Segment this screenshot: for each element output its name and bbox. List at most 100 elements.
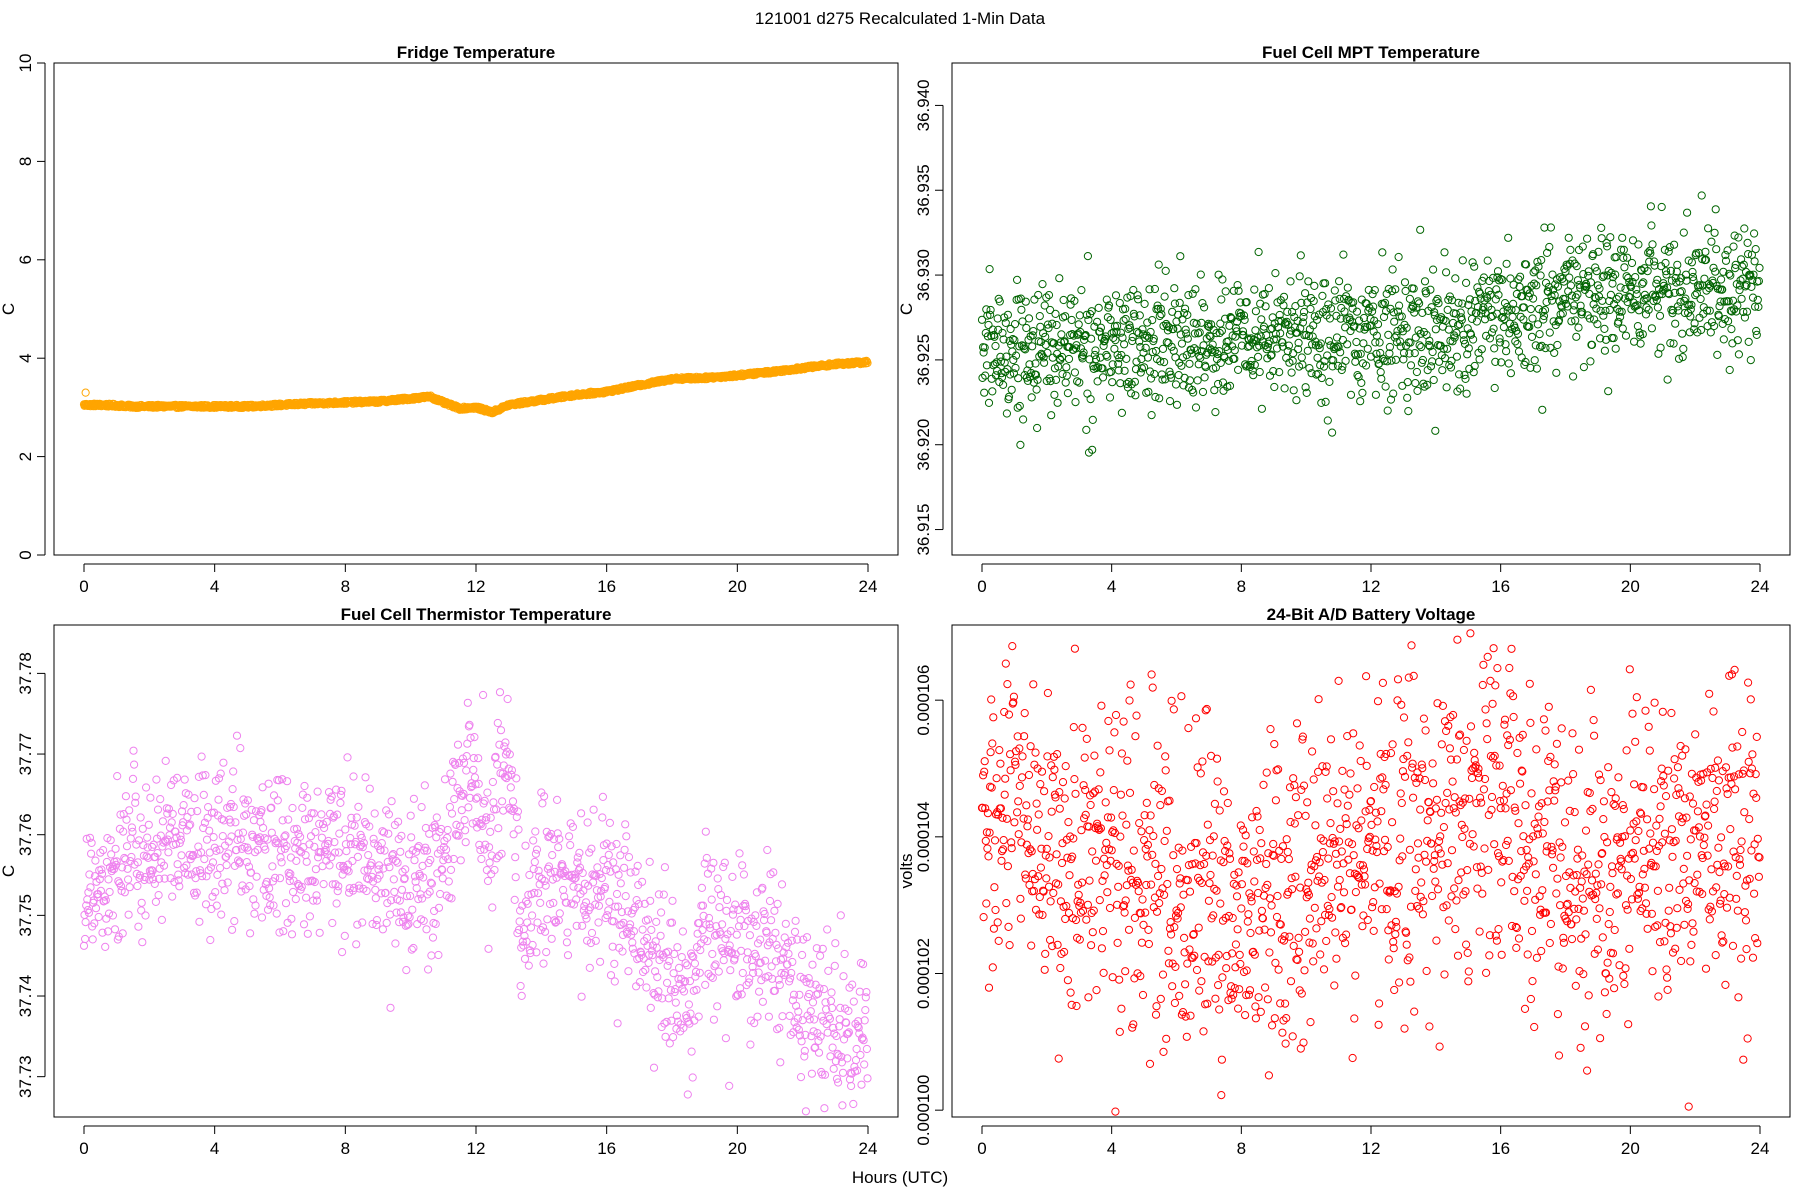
data-point (709, 1015, 719, 1024)
data-point (1331, 296, 1340, 305)
data-point (440, 775, 450, 784)
data-point (286, 853, 295, 862)
panel-title: 24-Bit A/D Battery Voltage (1267, 605, 1476, 624)
data-point (1190, 344, 1199, 353)
data-point (1029, 327, 1038, 336)
data-point (644, 958, 653, 968)
plot-frame (951, 62, 1791, 556)
data-point (1429, 265, 1438, 274)
x-tick-label: 4 (210, 1139, 219, 1158)
data-point (195, 917, 204, 926)
data-point (1195, 986, 1204, 995)
data-point (1251, 1014, 1261, 1023)
data-point (1097, 944, 1107, 953)
y-tick-label: 37.75 (16, 894, 35, 937)
data-point (1002, 814, 1012, 823)
data-point (983, 844, 992, 853)
data-point (1205, 331, 1214, 340)
data-point (1049, 888, 1058, 898)
data-point (538, 799, 547, 808)
data-point (1017, 305, 1026, 314)
data-point (678, 927, 688, 936)
data-point (824, 966, 833, 976)
data-point (1516, 272, 1525, 281)
data-point (708, 949, 717, 959)
data-point (1067, 315, 1076, 325)
data-point (1255, 367, 1264, 377)
data-point (1704, 224, 1713, 233)
data-point (1597, 223, 1606, 232)
data-point (1157, 864, 1166, 874)
data-point (1673, 260, 1682, 269)
data-point (1149, 831, 1158, 841)
data-point (344, 867, 353, 876)
data-point (1161, 766, 1170, 775)
data-point (1005, 941, 1014, 950)
x-tick-label: 16 (1491, 1139, 1510, 1158)
data-point (328, 918, 337, 928)
data-point (583, 818, 592, 827)
data-point (1546, 343, 1555, 352)
data-point (1182, 1032, 1191, 1041)
data-point (1363, 344, 1372, 353)
data-point (498, 797, 507, 806)
data-point (1218, 275, 1227, 284)
data-point (1648, 240, 1657, 249)
data-point (767, 916, 776, 925)
data-point (1323, 416, 1332, 425)
data-point (445, 802, 454, 812)
data-point (1044, 291, 1054, 300)
data-point (1254, 247, 1263, 257)
data-point (1069, 331, 1078, 340)
data-point (1729, 242, 1738, 251)
data-point (1653, 303, 1663, 312)
data-point (263, 835, 272, 844)
data-point (482, 866, 491, 875)
data-point (1306, 304, 1315, 314)
data-point (1529, 294, 1538, 303)
data-point (317, 833, 326, 842)
data-point (177, 851, 186, 860)
x-tick-label: 8 (1237, 577, 1246, 596)
data-point (1445, 361, 1454, 370)
data-point (838, 1068, 848, 1077)
data-point (622, 832, 631, 841)
data-point (157, 915, 166, 925)
data-point (1140, 363, 1149, 372)
data-point (1138, 990, 1148, 1000)
data-point (1061, 378, 1070, 387)
data-point (716, 890, 726, 900)
data-point (999, 335, 1008, 344)
data-point (1274, 965, 1283, 974)
data-point (516, 981, 525, 991)
data-point (1717, 275, 1726, 284)
data-point (775, 1023, 784, 1033)
data-point (1154, 260, 1163, 269)
data-point (1119, 316, 1128, 325)
plot-frame (951, 624, 1791, 1118)
data-point (1110, 728, 1119, 737)
data-point (1446, 363, 1456, 372)
data-point (1406, 361, 1416, 370)
data-point (463, 698, 472, 707)
data-point (1104, 716, 1113, 726)
data-point (1242, 298, 1251, 307)
data-point (1158, 970, 1168, 979)
data-point (735, 849, 744, 858)
y-tick-label: 36.930 (914, 249, 933, 301)
data-point (1091, 856, 1101, 865)
data-point (1249, 847, 1258, 856)
data-point (517, 991, 526, 1001)
data-point (993, 366, 1002, 375)
data-point (1420, 277, 1430, 286)
data-point (1239, 311, 1249, 320)
data-point (232, 731, 242, 740)
data-point (1118, 333, 1127, 342)
data-point (1388, 265, 1397, 274)
data-point (532, 845, 542, 854)
data-point (229, 767, 238, 776)
data-point (417, 803, 426, 812)
data-point (1663, 375, 1672, 384)
data-point (1010, 336, 1019, 345)
data-point (746, 1040, 755, 1049)
